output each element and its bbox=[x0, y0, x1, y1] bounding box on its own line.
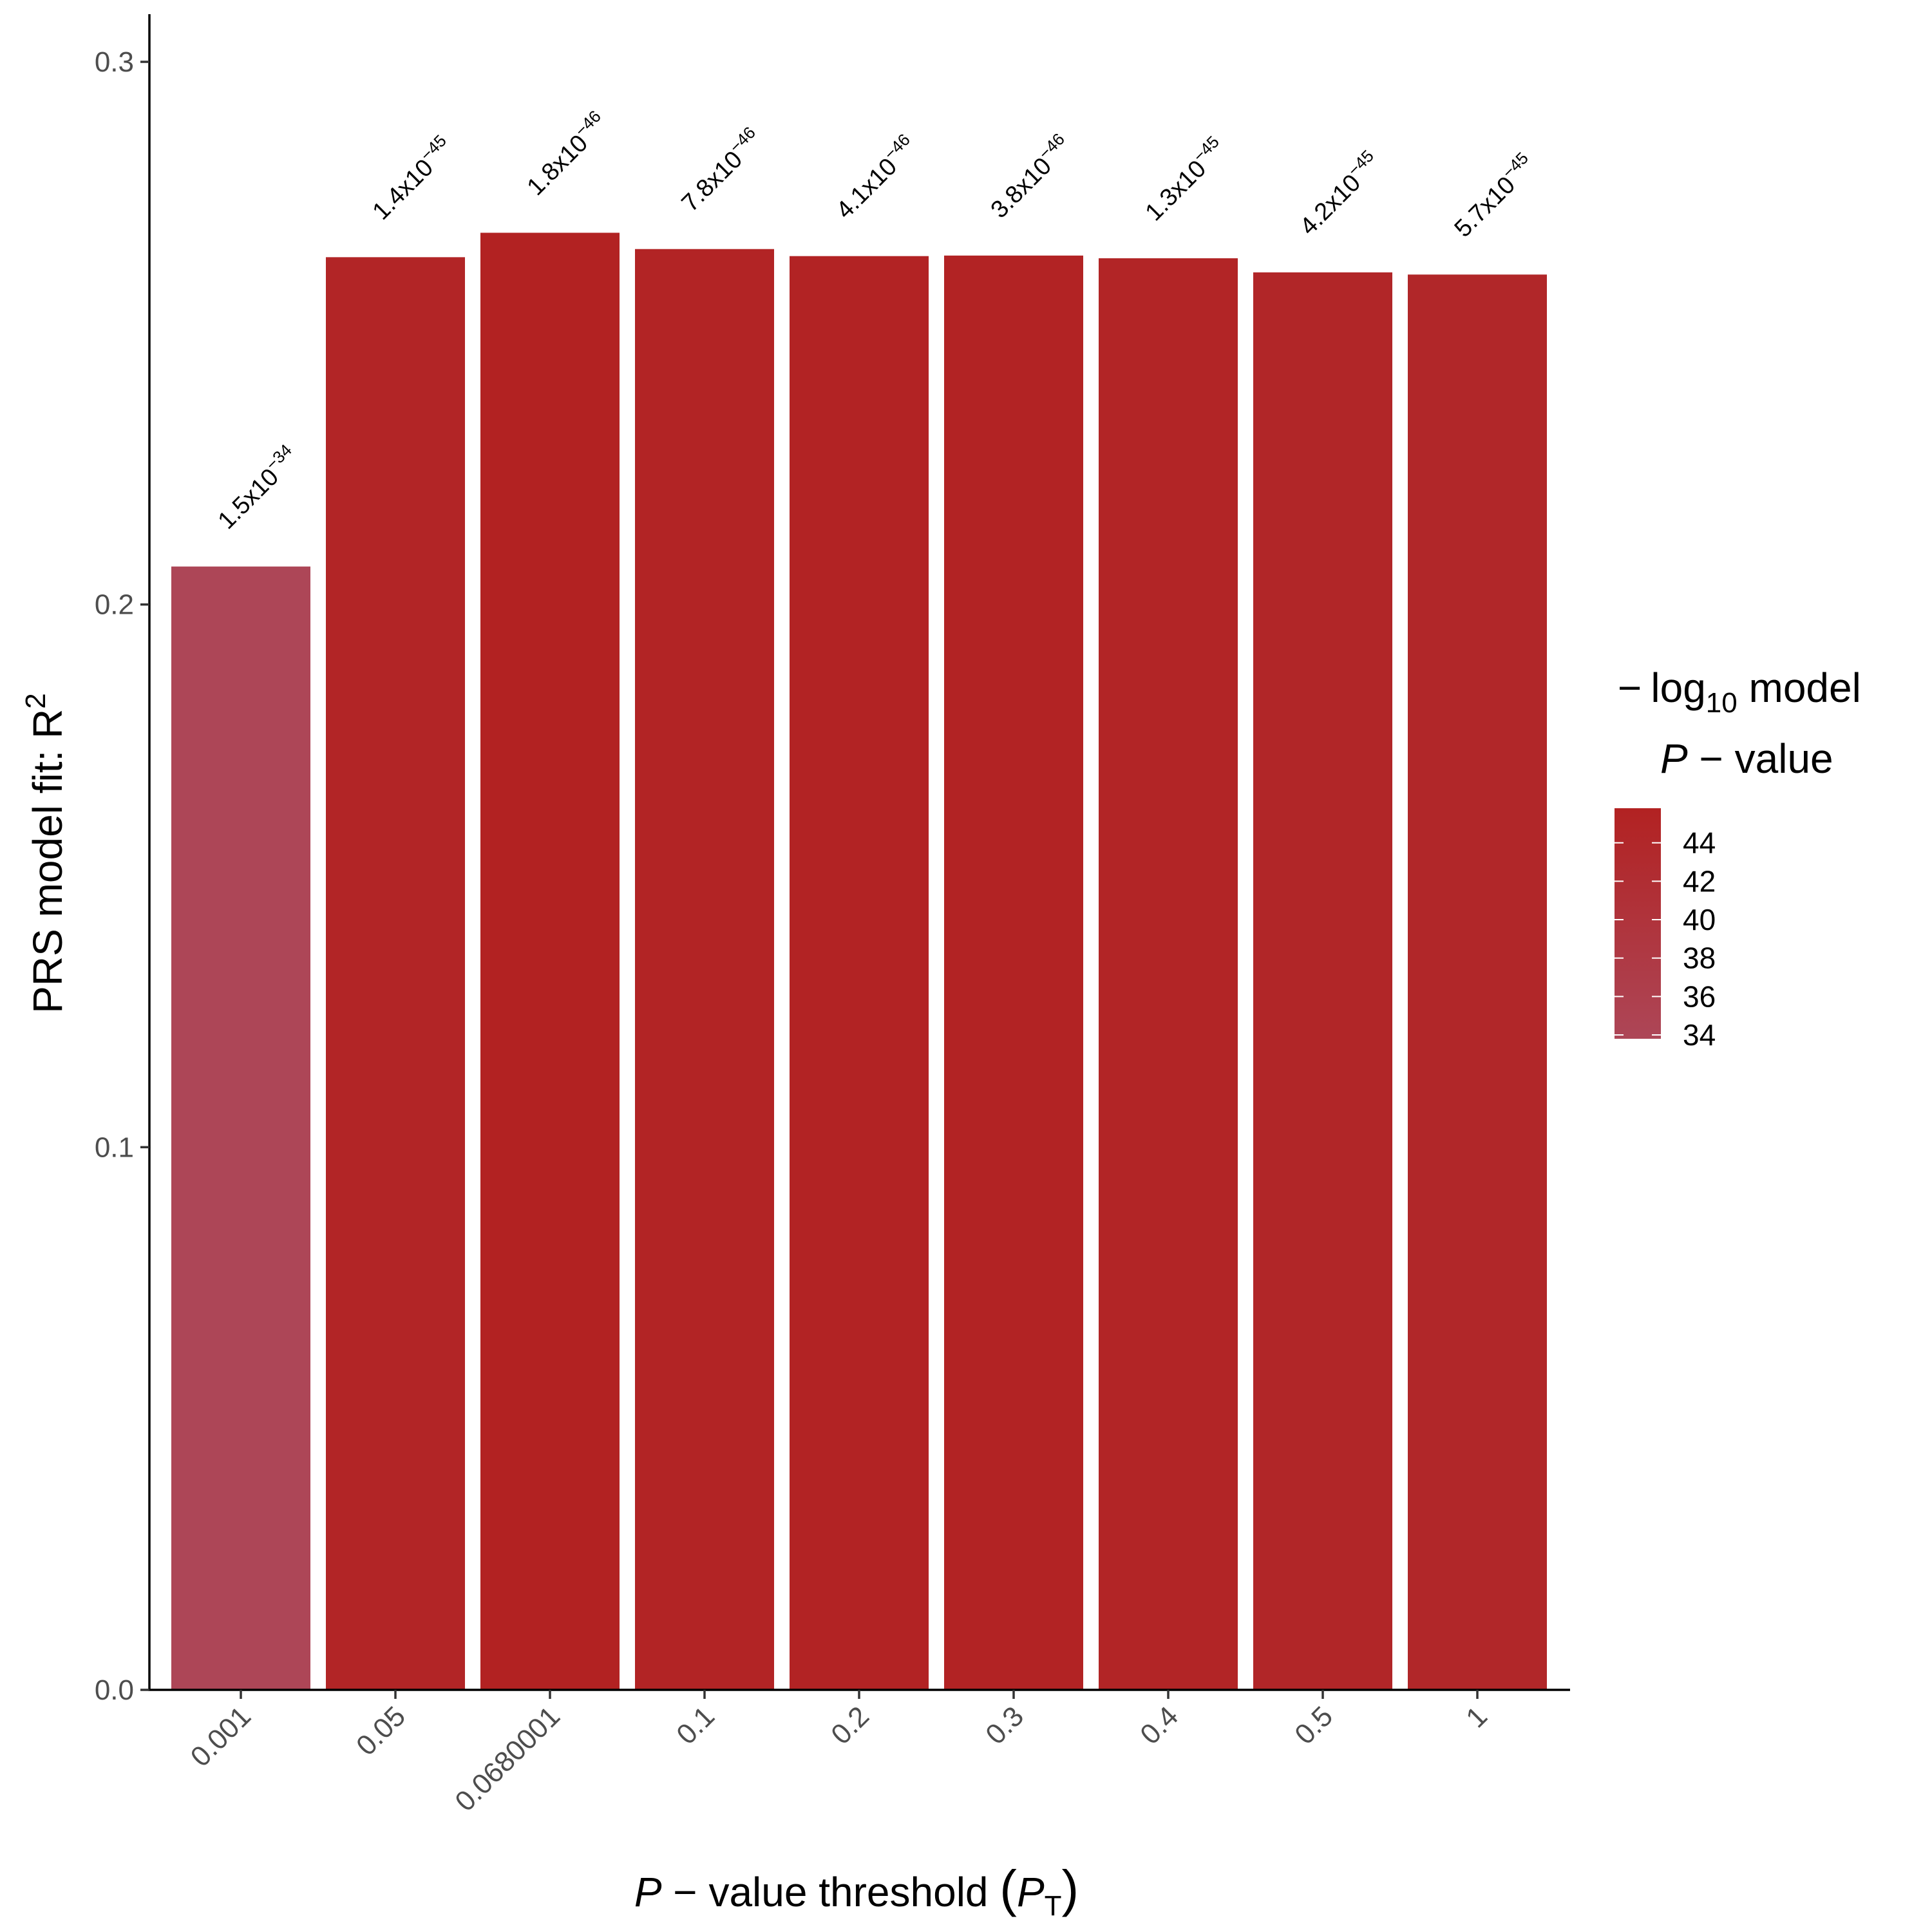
legend-title-line2: P − value bbox=[1660, 735, 1833, 782]
x-tick-label: 0.2 bbox=[825, 1700, 875, 1750]
x-axis-title-subscript: T bbox=[1045, 1890, 1062, 1922]
legend-label: 40 bbox=[1683, 903, 1716, 936]
bar-annotation: 4.1x10−46 bbox=[828, 130, 923, 225]
bar-0.0680001 bbox=[480, 232, 620, 1690]
y-axis-title-superscript: 2 bbox=[20, 693, 52, 708]
bar-annotation: 1.5x10−34 bbox=[210, 440, 305, 535]
bar-annotation: 1.4x10−45 bbox=[365, 131, 459, 225]
legend: − log10 model P − value 44 42 40 38 36 34 bbox=[1615, 665, 1861, 1052]
y-ticks: 0.0 0.1 0.2 0.3 bbox=[95, 46, 149, 1706]
legend-title-line1: − log10 model bbox=[1618, 665, 1861, 719]
x-ticks: 0.001 0.05 0.0680001 0.1 0.2 0.3 0.4 0.5 1 bbox=[185, 1690, 1493, 1817]
bar-0.5 bbox=[1253, 272, 1392, 1690]
x-tick-label: 0.001 bbox=[185, 1700, 258, 1773]
legend-label: 36 bbox=[1683, 980, 1716, 1013]
bar-0.1 bbox=[635, 249, 774, 1690]
x-tick-label: 0.3 bbox=[980, 1700, 1030, 1750]
y-tick-label: 0.0 bbox=[95, 1674, 134, 1706]
bar-0.3 bbox=[944, 255, 1083, 1690]
y-axis-title: PRS model fit: R2 bbox=[20, 693, 71, 1014]
bar-annotation: 1.8x10−46 bbox=[519, 106, 614, 201]
bar-0.05 bbox=[326, 257, 465, 1690]
bar-0.001 bbox=[171, 566, 310, 1690]
x-tick-label: 0.5 bbox=[1289, 1700, 1339, 1750]
y-tick-label: 0.3 bbox=[95, 46, 134, 78]
legend-label: 38 bbox=[1683, 942, 1716, 975]
bar-annotation: 1.3x10−45 bbox=[1137, 132, 1232, 227]
bars-group bbox=[171, 232, 1547, 1690]
x-axis-title: P − value threshold (PT) bbox=[634, 1860, 1079, 1922]
x-tick-label: 1 bbox=[1460, 1700, 1493, 1734]
legend-colorbar bbox=[1615, 808, 1661, 1039]
x-tick-label: 0.05 bbox=[350, 1700, 412, 1761]
legend-ticks: 44 42 40 38 36 34 bbox=[1615, 826, 1716, 1052]
x-tick-label: 0.4 bbox=[1134, 1700, 1184, 1750]
bar-annotation: 5.7x10−45 bbox=[1446, 148, 1541, 243]
bar-0.2 bbox=[790, 256, 929, 1690]
bar-annotation: 4.2x10−45 bbox=[1292, 146, 1387, 241]
legend-label: 42 bbox=[1683, 864, 1716, 898]
bar-0.4 bbox=[1099, 258, 1238, 1690]
legend-title-subscript: 10 bbox=[1706, 687, 1738, 719]
x-tick-label: 0.0680001 bbox=[449, 1700, 566, 1817]
legend-label: 34 bbox=[1683, 1018, 1716, 1052]
y-tick-label: 0.2 bbox=[95, 589, 134, 621]
x-tick-label: 0.1 bbox=[670, 1700, 721, 1750]
bar-annotation: 7.8x10−46 bbox=[674, 123, 768, 218]
bar-annotation: 3.8x10−46 bbox=[983, 129, 1077, 224]
bar-1 bbox=[1408, 274, 1547, 1690]
legend-label: 44 bbox=[1683, 826, 1716, 860]
y-tick-label: 0.1 bbox=[95, 1132, 134, 1163]
